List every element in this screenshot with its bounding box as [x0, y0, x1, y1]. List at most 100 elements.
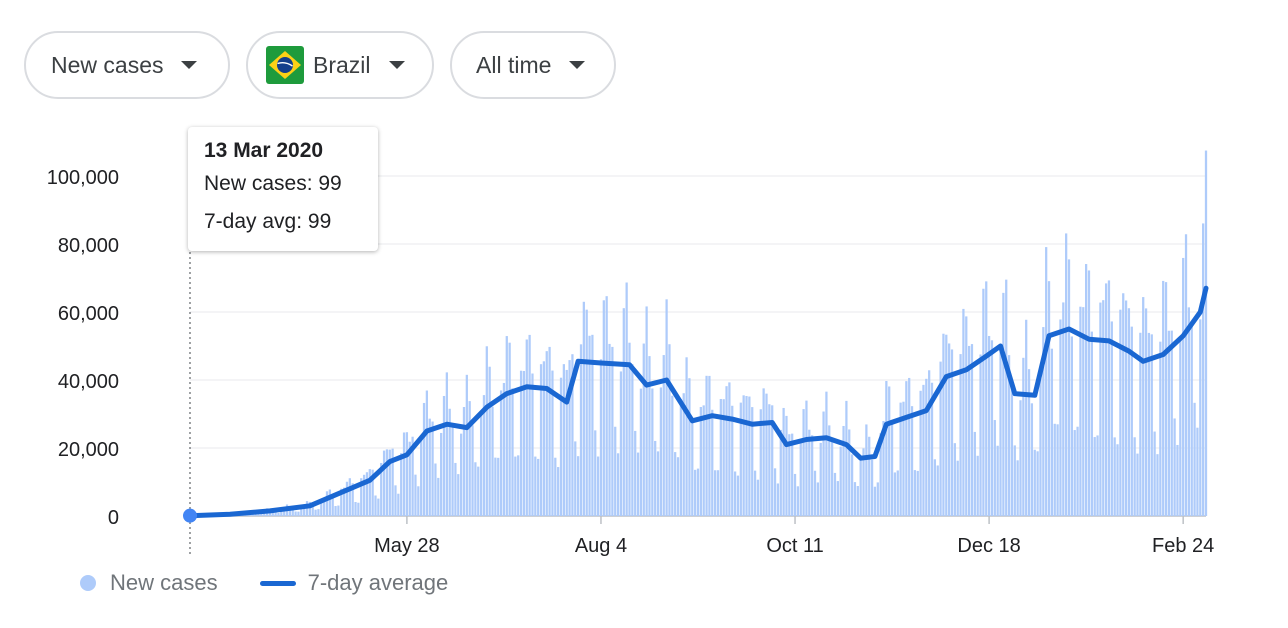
new-cases-bar: [1019, 400, 1022, 516]
new-cases-bar: [488, 366, 491, 516]
new-cases-bar: [1025, 319, 1028, 516]
new-cases-bar: [856, 486, 859, 516]
new-cases-bar: [468, 401, 471, 516]
new-cases-bar: [642, 343, 645, 516]
new-cases-bar: [323, 498, 326, 516]
new-cases-bar: [277, 513, 280, 516]
new-cases-bar: [354, 501, 357, 516]
new-cases-bar: [340, 488, 343, 516]
new-cases-bar: [448, 408, 451, 516]
new-cases-bar: [845, 400, 848, 516]
new-cases-bar: [1070, 336, 1073, 516]
new-cases-bar: [745, 396, 748, 516]
new-cases-bar: [1144, 308, 1148, 516]
new-cases-bar: [759, 409, 762, 516]
new-cases-bar: [377, 498, 380, 516]
new-cases-bar: [776, 483, 780, 516]
new-cases-bar: [1073, 430, 1076, 516]
new-cases-bar: [1076, 426, 1079, 516]
new-cases-bar: [1199, 319, 1202, 516]
new-cases-bar: [614, 426, 617, 516]
new-cases-bar: [645, 306, 648, 516]
new-cases-bar: [334, 506, 337, 516]
new-cases-bar: [594, 430, 597, 516]
new-cases-bar: [505, 336, 508, 516]
new-cases-bar: [1190, 321, 1193, 516]
new-cases-bar: [422, 402, 426, 516]
time-range-dropdown-label: All time: [476, 51, 552, 78]
new-cases-bar: [765, 393, 768, 516]
new-cases-bar: [813, 470, 817, 516]
time-range-dropdown[interactable]: All time: [450, 31, 616, 99]
new-cases-bar: [325, 491, 329, 516]
new-cases-bar: [1113, 437, 1116, 516]
new-cases-bar: [896, 470, 899, 516]
new-cases-bar: [691, 422, 694, 516]
region-dropdown[interactable]: Brazil: [246, 31, 434, 99]
new-cases-bar: [391, 448, 394, 516]
new-cases-bar: [582, 301, 585, 516]
new-cases-bar: [842, 425, 845, 516]
new-cases-bar: [782, 407, 785, 516]
new-cases-bar: [482, 395, 486, 516]
new-cases-bar: [1170, 330, 1173, 516]
new-cases-bar: [257, 514, 260, 516]
y-tick-label: 40,000: [58, 371, 119, 393]
new-cases-bar: [828, 425, 831, 516]
new-cases-bar: [908, 377, 911, 516]
new-cases-bar: [1139, 332, 1142, 516]
new-cases-bar: [1182, 257, 1185, 516]
brazil-flag-icon: [266, 46, 304, 84]
new-cases-bar: [574, 441, 577, 516]
legend-new-cases-swatch: [80, 575, 96, 591]
new-cases-bar: [559, 377, 563, 516]
y-tick-label: 60,000: [58, 303, 119, 325]
metric-dropdown[interactable]: New cases: [24, 31, 230, 99]
new-cases-bar: [562, 364, 565, 516]
new-cases-bar: [1096, 435, 1099, 516]
new-cases-bar: [868, 436, 871, 516]
new-cases-bar: [879, 433, 882, 516]
new-cases-bar: [1130, 326, 1133, 516]
new-cases-bar: [388, 449, 391, 516]
new-cases-bar: [577, 456, 580, 516]
tooltip-new-cases: New cases: 99: [204, 172, 342, 195]
new-cases-bar: [599, 359, 603, 516]
new-cases-bar: [779, 429, 782, 516]
new-cases-bar: [739, 402, 742, 516]
new-cases-bar: [1164, 282, 1168, 516]
new-cases-bar: [288, 506, 292, 516]
new-cases-bar: [1193, 402, 1196, 516]
new-cases-bar: [491, 406, 494, 516]
new-cases-bar: [602, 300, 605, 516]
new-cases-bar: [996, 445, 999, 516]
new-cases-bar: [1005, 279, 1008, 516]
new-cases-bar: [945, 334, 948, 516]
new-cases-bar: [519, 370, 523, 516]
region-dropdown-label: Brazil: [313, 51, 371, 78]
new-cases-bar: [1053, 423, 1056, 516]
new-cases-bar: [497, 457, 500, 516]
new-cases-bar: [357, 502, 360, 516]
new-cases-bar: [762, 388, 765, 516]
new-cases-bar: [791, 433, 794, 516]
new-cases-bar: [440, 432, 443, 516]
new-cases-bar: [1010, 385, 1014, 516]
new-cases-bar: [654, 440, 657, 516]
new-cases-bar: [808, 429, 811, 516]
chevron-down-icon: [388, 61, 405, 69]
new-cases-bar: [462, 406, 466, 516]
new-cases-bar: [625, 282, 628, 516]
new-cases-bar: [1036, 451, 1039, 516]
new-cases-bar: [314, 509, 317, 516]
new-cases-bar: [751, 407, 754, 516]
new-cases-bar: [571, 354, 574, 516]
new-cases-bar: [454, 462, 457, 516]
new-cases-bar: [748, 396, 751, 516]
new-cases-bar: [537, 458, 540, 516]
new-cases-bar: [919, 390, 922, 516]
new-cases-bar: [442, 395, 446, 516]
new-cases-bar: [905, 381, 908, 516]
new-cases-bar: [511, 388, 514, 516]
